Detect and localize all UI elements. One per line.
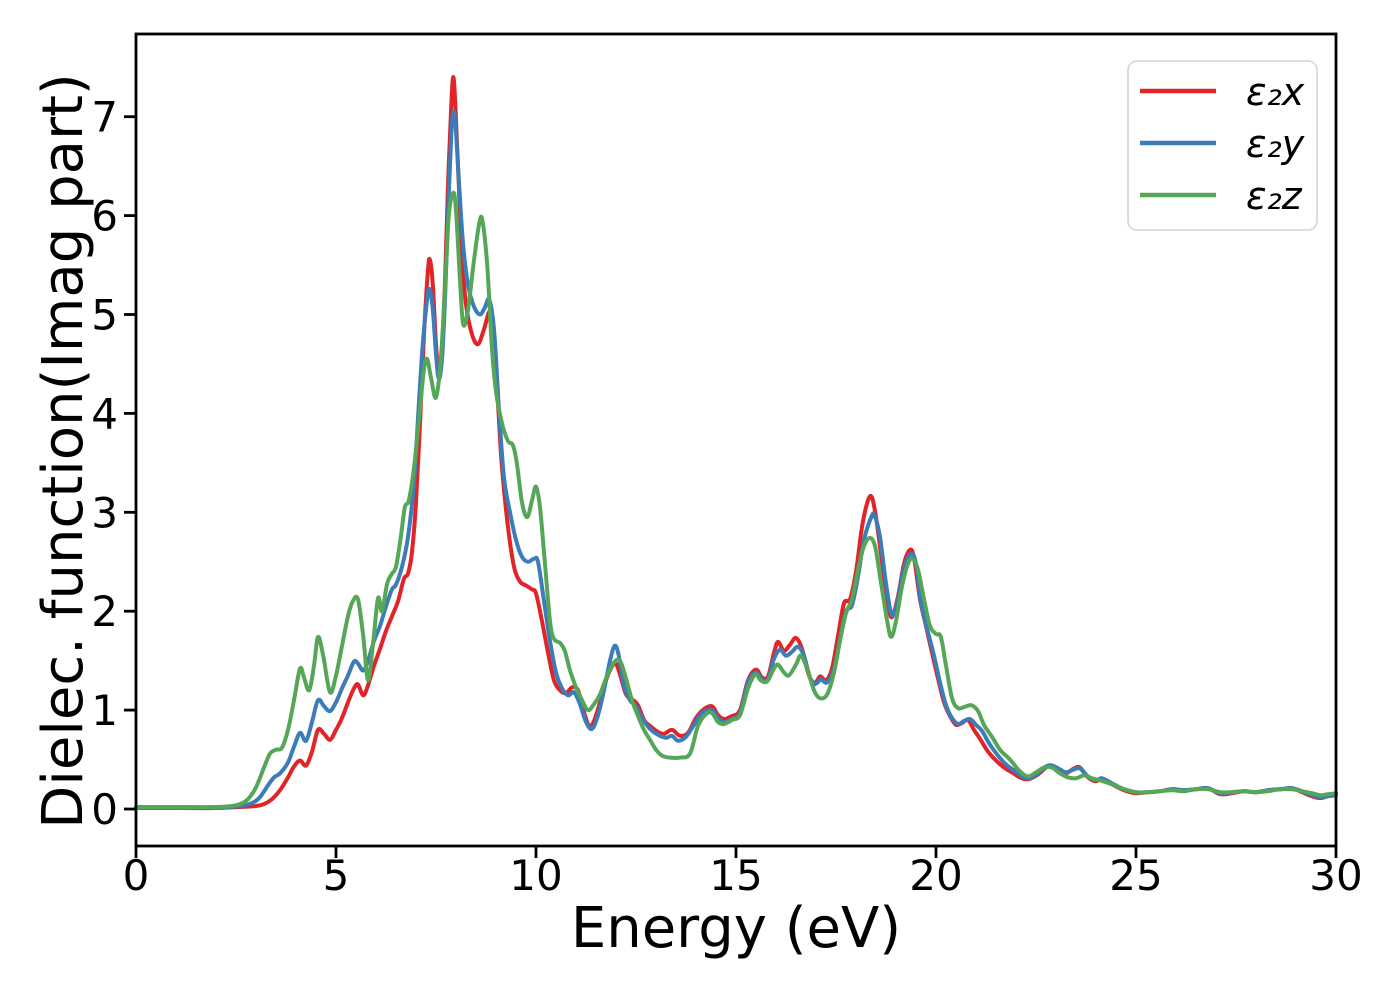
y-tick-label: 7 [91, 93, 118, 142]
x-tick-label: 30 [1309, 851, 1362, 900]
legend-label-e2z: ε₂z [1246, 174, 1303, 218]
x-tick-label: 10 [509, 851, 562, 900]
y-tick-label: 2 [91, 587, 118, 636]
legend-box [1127, 60, 1318, 231]
legend: ε₂x ε₂y ε₂z [1127, 60, 1318, 231]
x-axis-label: Energy (eV) [571, 896, 901, 961]
x-tick-label: 5 [323, 851, 350, 900]
y-tick-label: 4 [91, 389, 118, 438]
y-tick-label: 1 [91, 686, 118, 735]
y-tick-label: 6 [91, 192, 118, 241]
y-tick-label: 0 [91, 785, 118, 834]
series-line-e2z [134, 190, 1338, 810]
legend-label-e2x: ε₂x [1246, 70, 1305, 114]
legend-label-e2y: ε₂y [1246, 122, 1305, 166]
y-tick-label: 5 [91, 290, 118, 339]
y-tick-label: 3 [91, 488, 118, 537]
series-layer [134, 75, 1338, 811]
axes-layer: 0 5 10 15 20 25 30 0 1 2 3 4 5 6 7 [91, 32, 1363, 900]
x-tick-label: 20 [909, 851, 962, 900]
y-axis-label: Dielec. function(Imag part) [31, 73, 96, 829]
x-tick-label: 25 [1109, 851, 1162, 900]
x-tick-label: 15 [709, 851, 762, 900]
x-tick-label: 0 [123, 851, 150, 900]
